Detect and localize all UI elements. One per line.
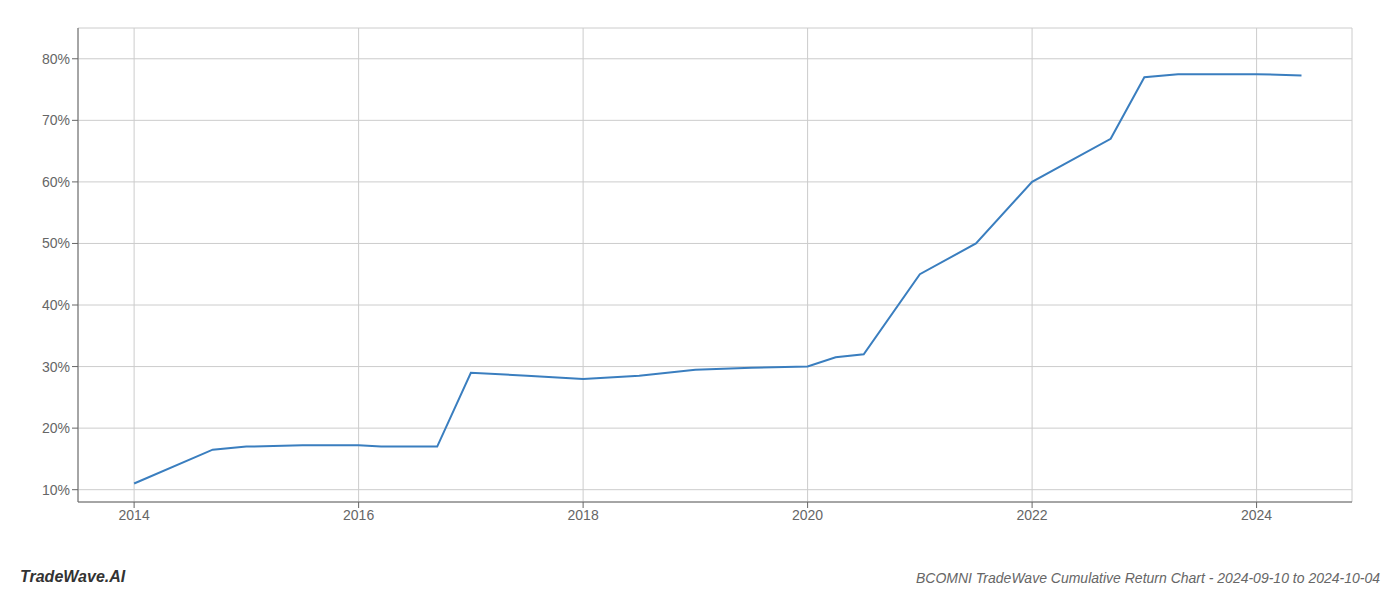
svg-text:2024: 2024: [1241, 507, 1272, 523]
html-text:BCOMNI TradeWave Cumulative Re: BCOMNI TradeWave Cumulative Return Chart…: [916, 570, 1380, 586]
svg-text:20%: 20%: [42, 420, 70, 436]
svg-text:70%: 70%: [42, 112, 70, 128]
svg-text:2018: 2018: [568, 507, 599, 523]
svg-text:80%: 80%: [42, 51, 70, 67]
svg-text:2022: 2022: [1017, 507, 1048, 523]
svg-text:2020: 2020: [792, 507, 823, 523]
svg-text:60%: 60%: [42, 174, 70, 190]
svg-text:50%: 50%: [42, 235, 70, 251]
html-text:TradeWave.AI: TradeWave.AI: [20, 568, 126, 585]
svg-text:2016: 2016: [343, 507, 374, 523]
svg-text:10%: 10%: [42, 482, 70, 498]
svg-text:40%: 40%: [42, 297, 70, 313]
svg-text:30%: 30%: [42, 359, 70, 375]
svg-text:2014: 2014: [119, 507, 150, 523]
